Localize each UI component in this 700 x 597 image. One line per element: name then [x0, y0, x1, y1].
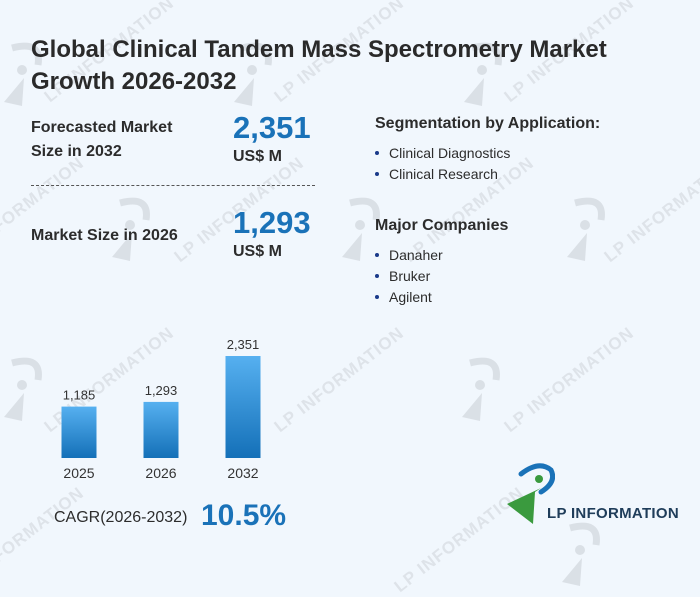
x-tick-label: 2025: [63, 465, 94, 481]
bar-2025: [61, 406, 97, 458]
bar-value-label: 1,293: [145, 383, 178, 398]
current-value: 1,293: [233, 205, 311, 240]
segmentation-heading: Segmentation by Application:: [375, 115, 601, 132]
bullet-icon: [375, 151, 379, 156]
company-item-label: Danaher: [389, 247, 443, 263]
segment-item-label: Clinical Research: [389, 166, 498, 182]
current-label: Market Size in 2026: [31, 227, 178, 244]
bar-value-label: 1,185: [63, 388, 96, 403]
segment-item: Clinical Diagnostics: [375, 145, 510, 161]
cagr-label: CAGR(2026-2032): [54, 509, 188, 526]
bar-value-label: 2,351: [227, 337, 260, 352]
forecast-label-line1: Forecasted Market: [31, 119, 173, 136]
bar-2026: [143, 401, 179, 458]
bar-2032: [225, 356, 261, 458]
divider: [31, 185, 315, 186]
forecast-unit: US$ M: [233, 148, 282, 165]
forecast-value: 2,351: [233, 110, 311, 145]
segment-item-label: Clinical Diagnostics: [389, 145, 511, 161]
bullet-icon: [375, 295, 379, 300]
page-title: Global Clinical Tandem Mass Spectrometry…: [31, 36, 607, 95]
companies-heading: Major Companies: [375, 217, 509, 234]
bar-chart: 1,185 2025 1,293 2026 2,351 2032: [61, 337, 261, 481]
company-item: Agilent: [375, 289, 432, 305]
bullet-icon: [375, 274, 379, 279]
company-item-label: Bruker: [389, 268, 431, 284]
lp-information-logo-icon: [507, 463, 555, 524]
x-tick-label: 2032: [227, 465, 258, 481]
forecast-label: Forecasted Market Size in 2032: [31, 116, 172, 164]
company-item-label: Agilent: [389, 289, 432, 305]
segment-item: Clinical Research: [375, 166, 498, 182]
bullet-icon: [375, 253, 379, 258]
brand-name: LP INFORMATION: [547, 505, 679, 522]
x-tick-label: 2026: [145, 465, 176, 481]
cagr-value: 10.5%: [201, 499, 287, 532]
forecast-label-line2: Size in 2032: [31, 143, 122, 160]
company-item: Danaher: [375, 247, 443, 263]
current-unit: US$ M: [233, 243, 282, 260]
company-item: Bruker: [375, 268, 430, 284]
bullet-icon: [375, 172, 379, 177]
